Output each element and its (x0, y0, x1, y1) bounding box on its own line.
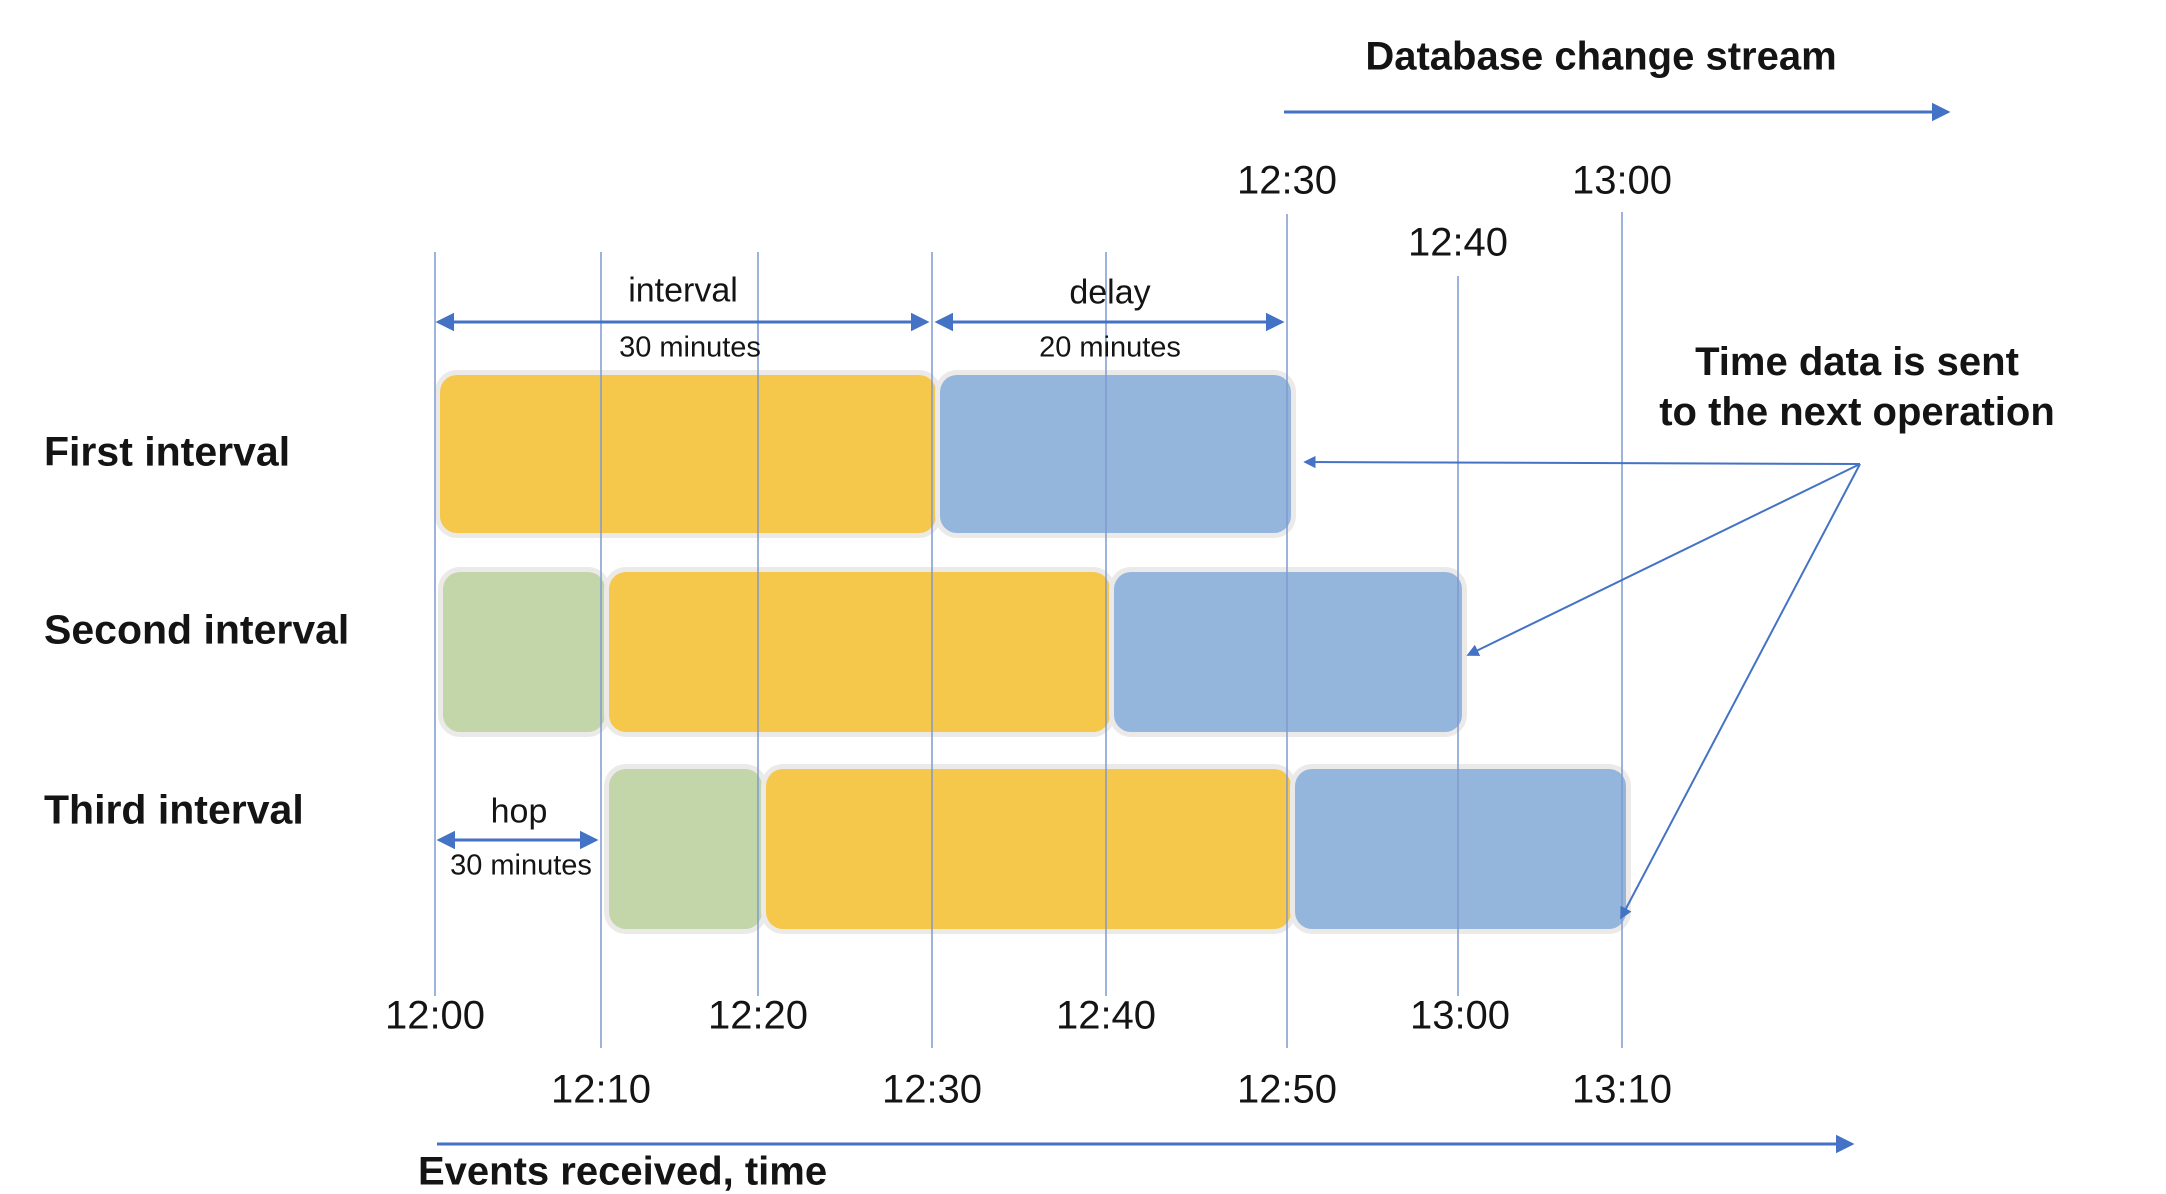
row-label-third-interval: Third interval (44, 786, 304, 833)
second-interval-window-block (609, 572, 1110, 732)
event-tick-12-10: 12:10 (550, 1067, 652, 1112)
callout-text-line2: to the next operation (1659, 390, 2055, 434)
first-interval-window-block (440, 375, 936, 533)
delay-label: delay (1069, 273, 1151, 312)
event-tick-13-00: 13:00 (1409, 993, 1511, 1038)
callout-text-line1: Time data is sent (1695, 340, 2019, 384)
stream-tick-13-00: 13:00 (1571, 158, 1673, 203)
hop-label: hop (490, 792, 548, 831)
event-axis-title: Events received, time (418, 1149, 828, 1194)
row-label-first-interval: First interval (44, 428, 291, 475)
stream-tick-12-40: 12:40 (1407, 220, 1509, 265)
event-tick-13-10: 13:10 (1571, 1067, 1673, 1112)
interval-duration-label: 30 minutes (619, 331, 761, 364)
second-interval-hop-block (443, 572, 605, 732)
row-label-second-interval: Second interval (44, 606, 350, 653)
callout-text: Time data is sent to the next operation (1659, 337, 2055, 437)
third-interval-hop-block (609, 769, 762, 929)
event-tick-12-50: 12:50 (1236, 1067, 1338, 1112)
third-interval-window-block (766, 769, 1291, 929)
stream-axis-title: Database change stream (1365, 34, 1837, 79)
delay-duration-label: 20 minutes (1039, 331, 1181, 364)
first-interval-delay-block (940, 375, 1291, 533)
event-tick-12-00: 12:00 (384, 993, 486, 1038)
second-interval-delay-block (1114, 572, 1462, 732)
stream-tick-12-30: 12:30 (1236, 158, 1338, 203)
event-tick-12-20: 12:20 (707, 993, 809, 1038)
event-tick-12-30: 12:30 (881, 1067, 983, 1112)
event-tick-12-40: 12:40 (1055, 993, 1157, 1038)
interval-label: interval (628, 271, 738, 310)
third-interval-delay-block (1295, 769, 1626, 929)
hop-duration-label: 30 minutes (450, 849, 592, 882)
